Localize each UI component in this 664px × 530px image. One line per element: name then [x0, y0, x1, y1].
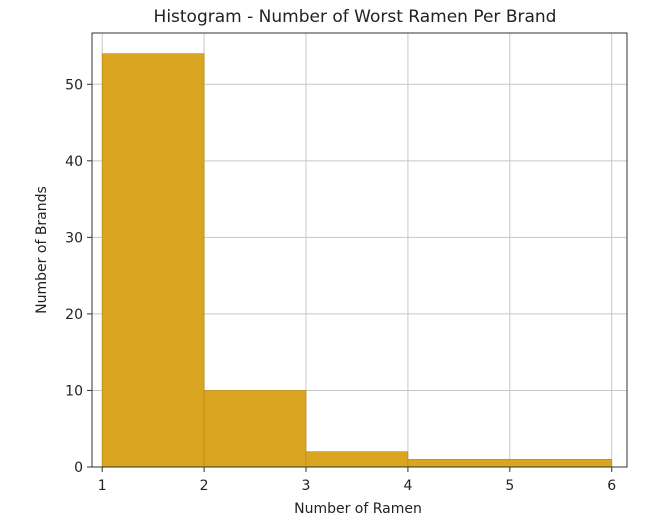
bars: [101, 53, 613, 468]
y-tick-label: 30: [65, 230, 83, 246]
histogram-bar-3: [305, 451, 409, 468]
y-tick-label: 40: [65, 154, 83, 170]
chart-title: Histogram - Number of Worst Ramen Per Br…: [154, 7, 557, 27]
x-axis-ticks: 1 2 3 4 5 6: [98, 467, 616, 494]
plot-frame: [91, 32, 628, 468]
y-tick-label: 10: [65, 383, 83, 399]
y-tick-label: 20: [65, 307, 83, 323]
x-tick-label: 4: [403, 478, 412, 494]
x-tick-label: 5: [505, 478, 514, 494]
x-axis-label: Number of Ramen: [294, 501, 422, 517]
x-tick-label: 3: [302, 478, 311, 494]
y-tick-label: 0: [74, 460, 83, 476]
histogram-bar-2: [203, 390, 307, 468]
histogram-bar-1: [101, 53, 205, 468]
x-tick-label: 1: [98, 478, 107, 494]
x-tick-label: 2: [200, 478, 209, 494]
histogram-bar-4: [407, 459, 613, 468]
y-axis-ticks: 0 10 20 30 40 50: [65, 77, 92, 476]
y-tick-label: 50: [65, 77, 83, 93]
y-axis-label: Number of Brands: [34, 186, 50, 314]
x-tick-label: 6: [607, 478, 616, 494]
